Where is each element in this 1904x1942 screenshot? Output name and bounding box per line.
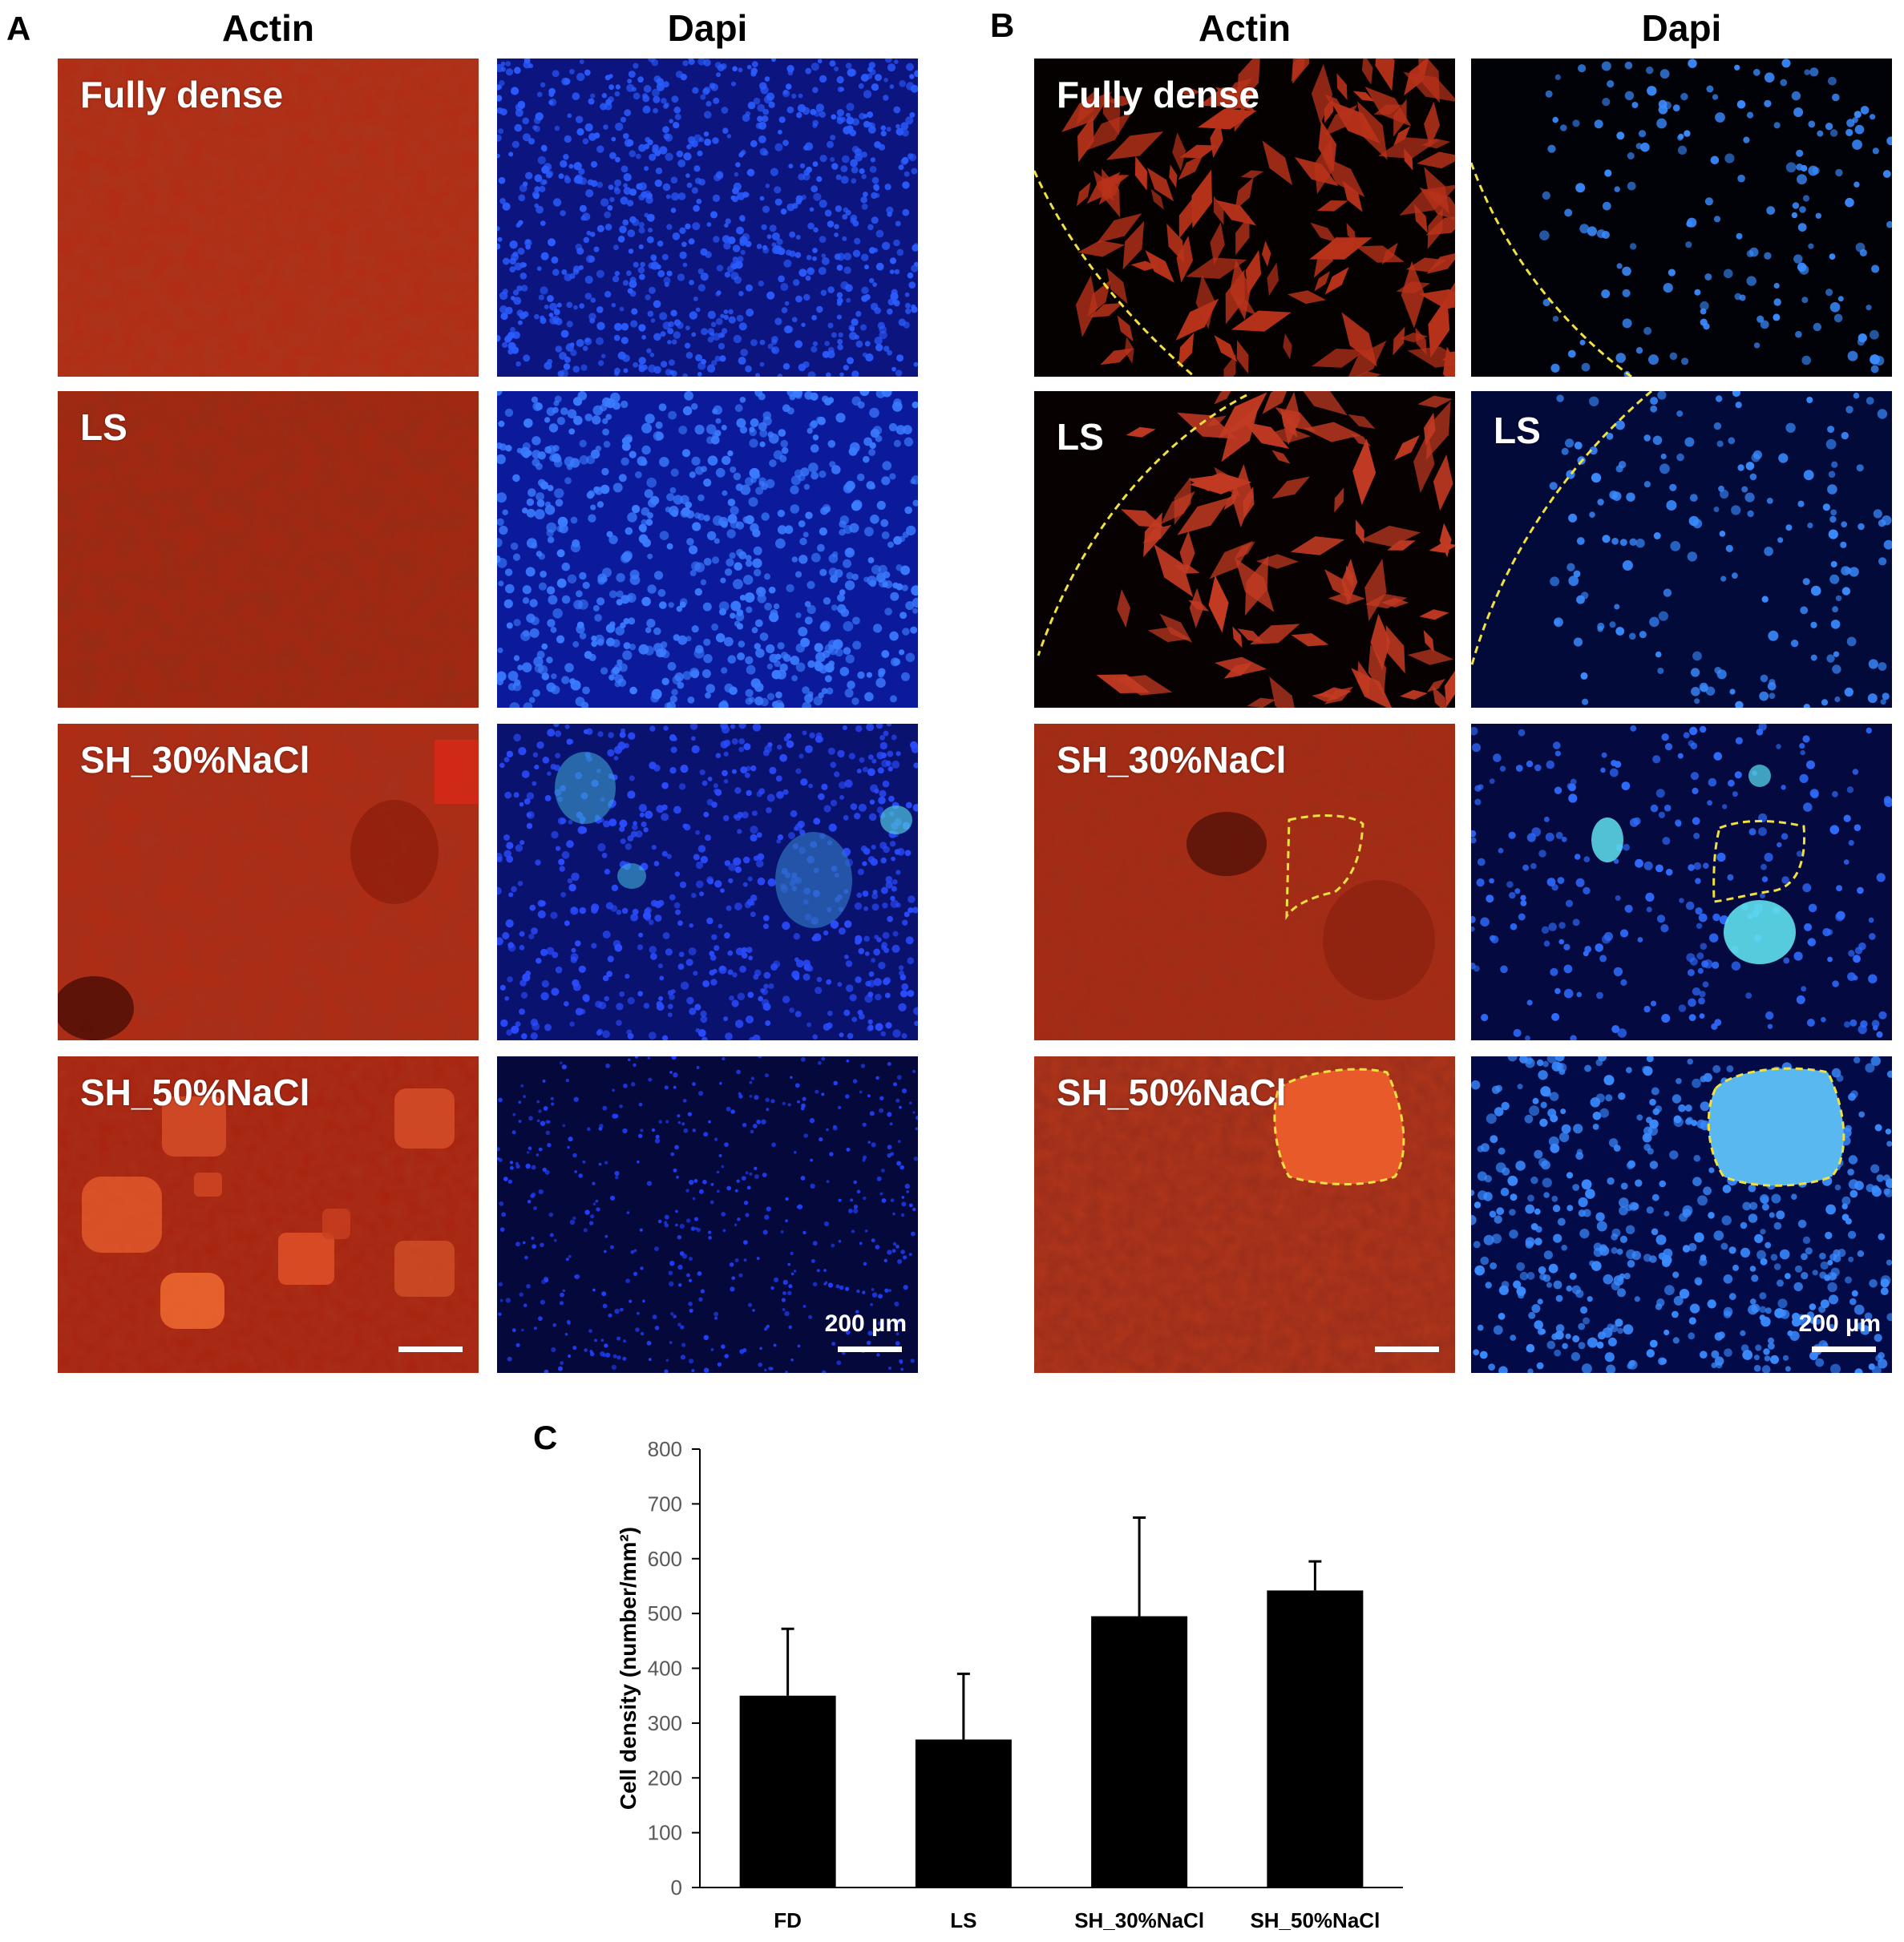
row-label-fully-dense: Fully dense [1057,74,1260,115]
panel-b-dapi-header: Dapi [1641,7,1722,49]
panel-a-dapi-sh50: 200 µm [497,1056,918,1373]
bar [739,1695,836,1887]
scale-bar [1375,1346,1439,1352]
panel-b-actin-ls: LS [1034,391,1455,708]
row-label-ls: LS [80,406,127,448]
panel-a-actin-fully-dense: Fully dense [58,59,479,377]
scale-label: 200 µm [1798,1310,1881,1337]
x-tick-label: LS [950,1908,976,1932]
y-tick-label: 400 [648,1657,682,1681]
y-axis-title: Cell density (number/mm²) [616,1527,641,1810]
panel-b-dapi-sh50: 200 µm [1471,1056,1892,1373]
row-label-sh30: SH_30%NaCl [1057,739,1287,781]
panel-a-actin-sh50: SH_50%NaCl [58,1056,479,1373]
x-tick-label: SH_30%NaCl [1074,1908,1204,1932]
scale-bar [1812,1346,1876,1352]
y-tick-label: 100 [648,1821,682,1845]
panel-b-actin-fully-dense: Fully dense [1034,59,1455,377]
panel-a-dapi-fully-dense [497,59,918,377]
panel-b-letter: B [990,6,1015,44]
y-tick-label: 600 [648,1547,682,1571]
y-tick-label: 200 [648,1766,682,1790]
panel-b-dapi-sh30 [1471,724,1892,1040]
row-label-sh50: SH_50%NaCl [1057,1072,1287,1113]
panel-a-actin-header: Actin [222,7,314,49]
y-tick-label: 700 [648,1492,682,1516]
panel-b-actin-header: Actin [1199,7,1291,49]
bar [1091,1616,1188,1887]
panel-a-actin-ls: LS [58,391,479,708]
y-tick-label: 800 [648,1437,682,1461]
panel-a-actin-sh30: SH_30%NaCl [58,724,479,1040]
y-tick-label: 0 [671,1875,682,1900]
panel-b-dapi-fully-dense [1471,59,1892,377]
scale-bar [398,1346,463,1352]
panel-b-dapi-ls: LS [1471,391,1892,708]
bar [1267,1590,1364,1887]
panel-b-actin-sh30: SH_30%NaCl [1034,724,1455,1040]
panel-c-letter: C [533,1419,558,1456]
scale-label: 200 µm [824,1310,907,1337]
row-label-sh50: SH_50%NaCl [80,1072,310,1113]
panel-a-dapi-ls [497,391,918,708]
row-label-fully-dense: Fully dense [80,74,284,115]
y-tick-label: 300 [648,1711,682,1735]
cell-density-chart: 0 100 200 300 400 500 600 700 800 Cell density (n… [616,1437,1403,1932]
row-label-ls-dapi: LS [1494,410,1541,451]
panel-a-dapi-header: Dapi [667,7,748,49]
x-tick-label: FD [774,1908,802,1932]
scale-bar [838,1346,902,1352]
row-label-sh30: SH_30%NaCl [80,739,310,781]
y-tick-label: 500 [648,1601,682,1625]
row-label-ls: LS [1057,416,1104,458]
panel-b-actin-sh50: SH_50%NaCl [1034,1056,1455,1373]
bar [915,1739,1012,1887]
panel-a-letter: A [6,10,31,47]
panel-a-dapi-sh30 [497,724,918,1040]
x-tick-label: SH_50%NaCl [1250,1908,1380,1932]
